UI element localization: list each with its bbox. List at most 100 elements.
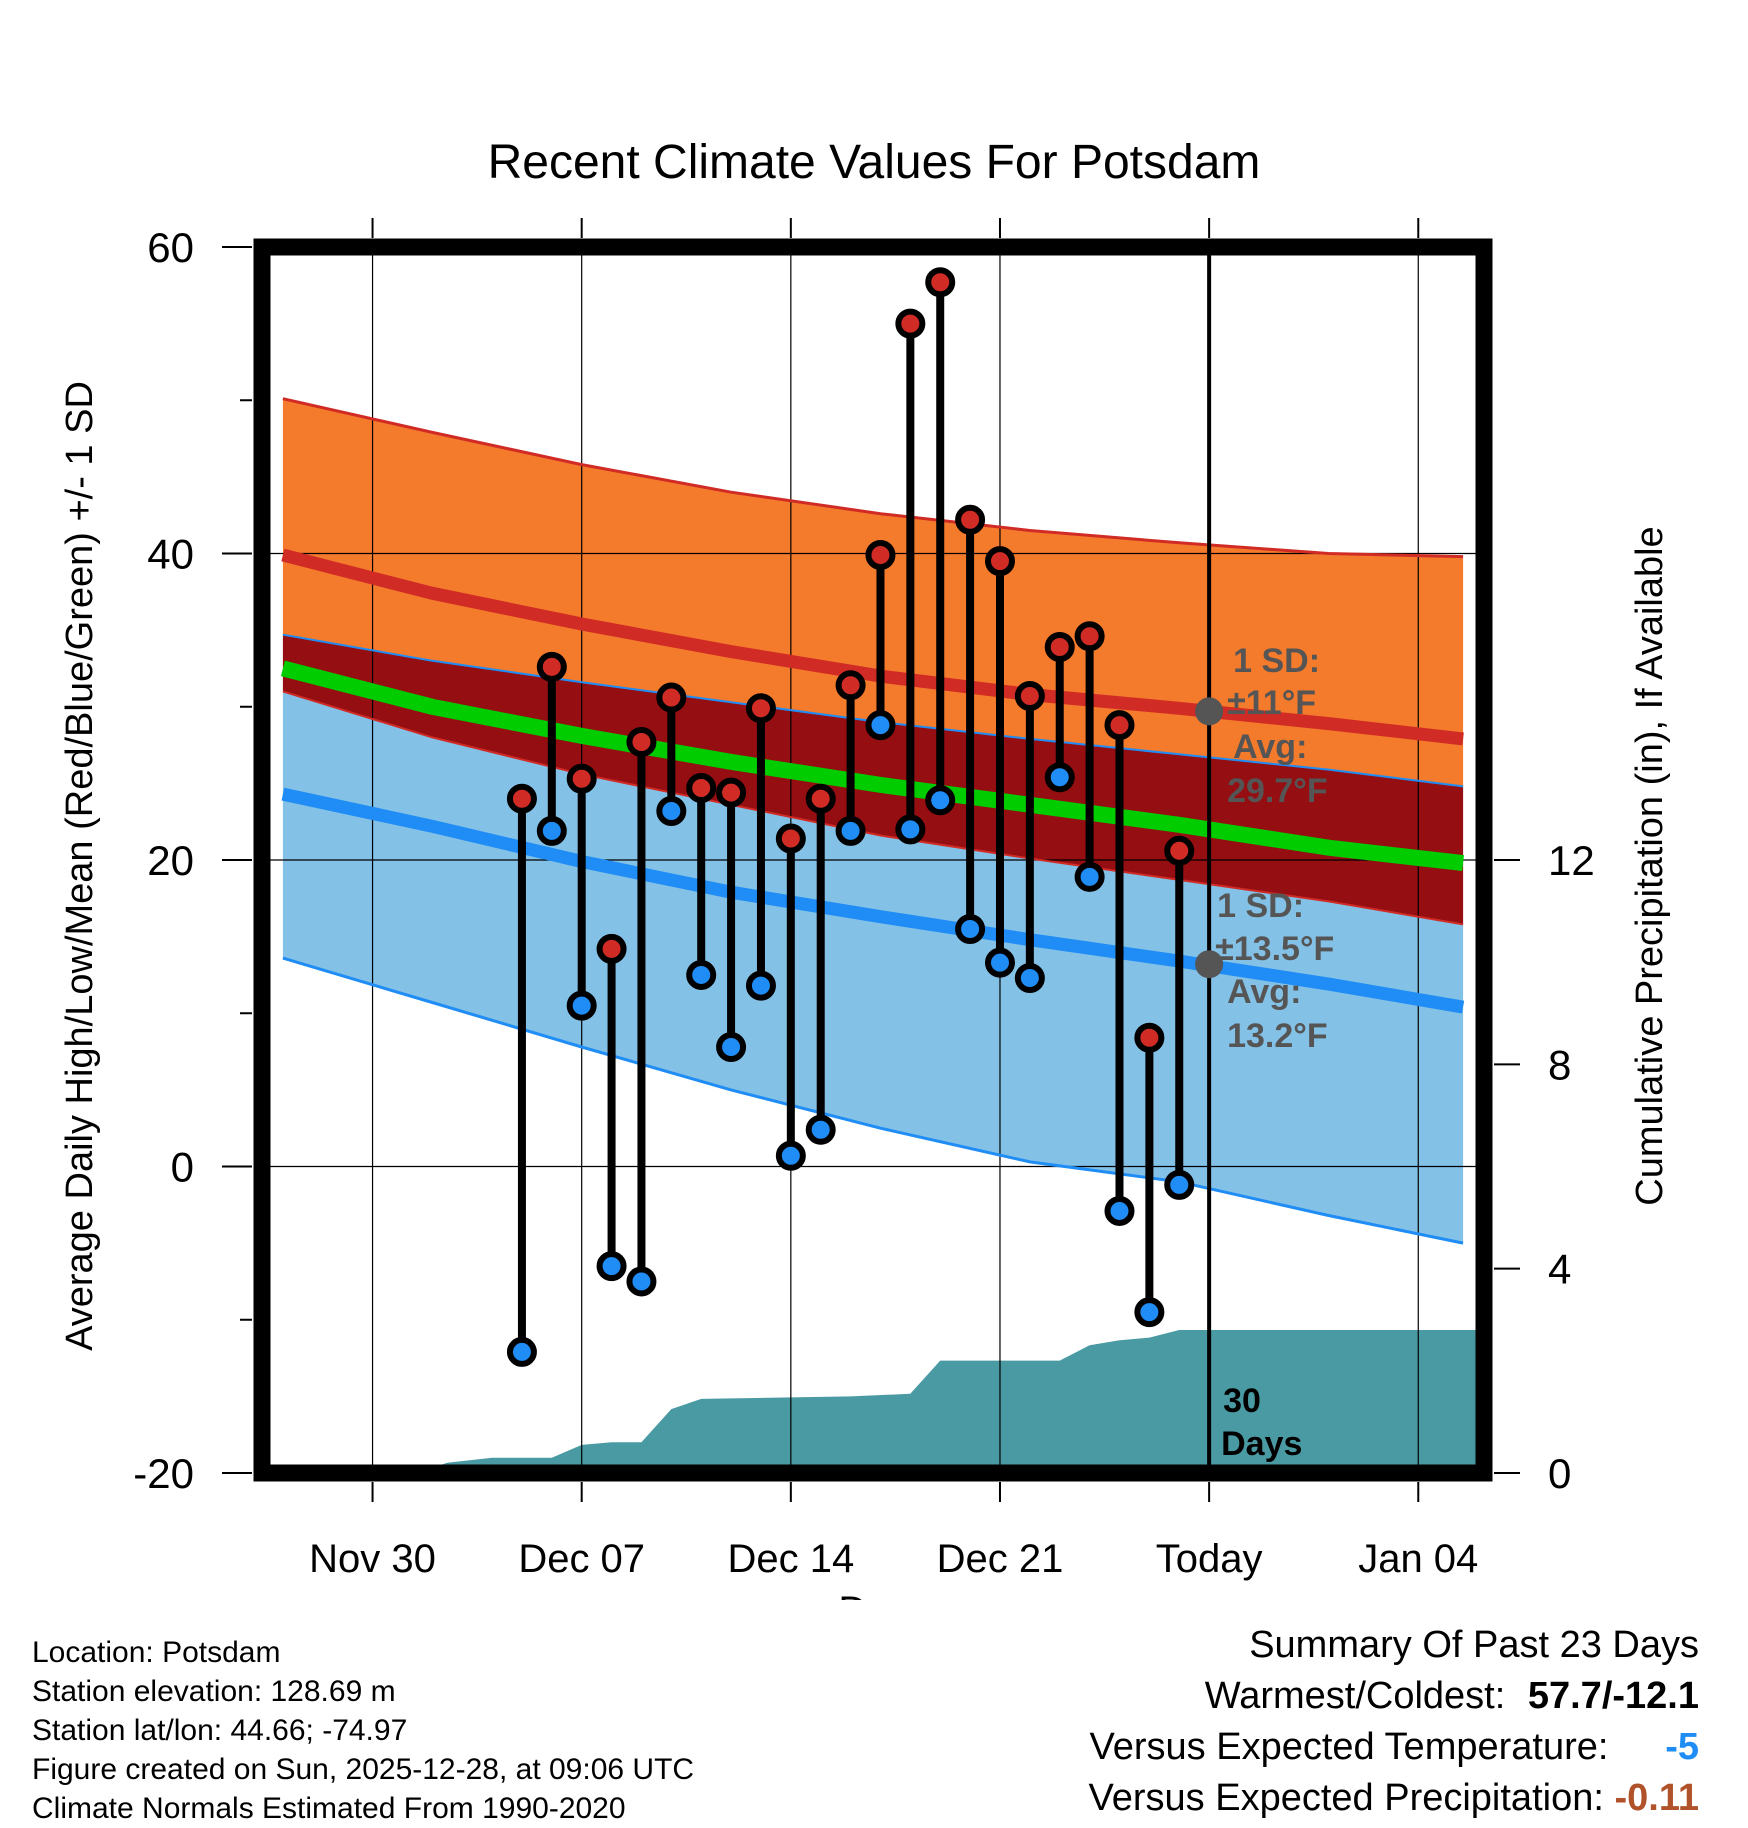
y2-tick-label: 12 [1548, 837, 1595, 884]
y-tick-label: -20 [133, 1450, 194, 1497]
y-tick-label: 20 [147, 837, 194, 884]
y2-tick-label: 0 [1548, 1450, 1571, 1497]
precip-departure-value: -0.11 [1614, 1777, 1699, 1819]
location-text: Location: Potsdam [32, 1636, 281, 1669]
high-avg-value: 29.7°F [1227, 772, 1328, 810]
daily-high-point [536, 651, 567, 682]
low-lower-edge [282, 956, 1464, 1245]
temp-departure-value: -5 [1665, 1726, 1699, 1768]
high-avg-marker [1195, 697, 1224, 726]
x-tick-label: Today [1156, 1537, 1263, 1581]
daily-low-point [775, 1140, 806, 1171]
plot-content: 1 SD: ±11°F Avg: 29.7°F 1 SD: ±13.5°F Avg: 13.2… [262, 247, 1484, 1473]
normal-low-line [281, 787, 1465, 1014]
high-upper-edge [282, 397, 1464, 559]
daily-low-point [805, 1114, 836, 1145]
plot-frame [253, 238, 1493, 1482]
low-sd-label: 1 SD: [1217, 887, 1304, 925]
daily-high-point [1074, 621, 1105, 652]
precip-area [262, 1330, 1484, 1473]
daily-low-point [1074, 861, 1105, 892]
summary-panel: Summary Of Past 23 Days Warmest/Coldest:… [1089, 1620, 1700, 1824]
daily-high-point [955, 504, 986, 535]
daily-high-point [984, 546, 1015, 577]
daily-high-point [596, 933, 627, 964]
daily-low-point [865, 710, 896, 741]
period-label-line2: Days [1221, 1425, 1302, 1463]
daily-low-point [835, 815, 866, 846]
y2-tick-label: 8 [1548, 1041, 1571, 1088]
daily-low-point [686, 959, 717, 990]
daily-low-point [955, 913, 986, 944]
daily-low-point [1014, 963, 1045, 994]
warm-cold-row: Warmest/Coldest: 57.7/-12.1 [1089, 1671, 1699, 1722]
daily-high-point [1014, 681, 1045, 712]
low-sd-value: ±13.5°F [1215, 930, 1334, 968]
daily-high-point [626, 726, 657, 757]
low-avg-label: Avg: [1227, 973, 1301, 1011]
daily-high-point [1044, 631, 1075, 662]
x-tick-label: Dec 14 [727, 1537, 854, 1581]
x-tick-label: Dec 21 [937, 1537, 1064, 1581]
x-tick-label: Dec 07 [518, 1537, 645, 1581]
y-tick-label: 40 [147, 531, 194, 578]
daily-high-point [686, 772, 717, 803]
high-sd-label: 1 SD: [1233, 642, 1320, 680]
daily-low-point [626, 1266, 657, 1297]
x-tick-label: Nov 30 [309, 1537, 436, 1581]
low-avg-marker [1195, 950, 1224, 979]
summary-title: Summary Of Past 23 Days [1249, 1624, 1699, 1666]
daily-high-point [566, 763, 597, 794]
chart-title: Recent Climate Values For Potsdam [488, 136, 1261, 189]
daily-low-point [984, 947, 1015, 978]
high-sd-band [282, 398, 1464, 787]
precip-departure-row: Versus Expected Precipitation: -0.11 [1089, 1773, 1700, 1824]
daily-high-point [716, 777, 747, 808]
warm-cold-value: 57.7/-12.1 [1527, 1675, 1699, 1717]
y2-tick-label: 4 [1548, 1246, 1571, 1293]
x-tick-label: Jan 04 [1358, 1537, 1478, 1581]
daily-high-point [835, 670, 866, 701]
daily-high-point [656, 682, 687, 713]
daily-high-point [1164, 835, 1195, 866]
low-upper-edge [282, 690, 1464, 926]
daily-low-point [506, 1336, 537, 1367]
period-label-line1: 30 [1223, 1382, 1261, 1420]
precip-departure-label: Versus Expected Precipitation: [1088, 1777, 1604, 1819]
daily-low-point [895, 814, 926, 845]
y-tick-label: 0 [171, 1144, 194, 1191]
high-avg-label: Avg: [1233, 728, 1307, 766]
daily-high-point [895, 308, 926, 339]
daily-low-point [1134, 1297, 1165, 1328]
warm-cold-label: Warmest/Coldest: [1204, 1675, 1506, 1717]
created-text: Figure created on Sun, 2025-12-28, at 09… [32, 1753, 695, 1786]
daily-high-point [1134, 1022, 1165, 1053]
daily-low-point [656, 795, 687, 826]
daily-high-point [506, 783, 537, 814]
y-axis-label: Average Daily High/Low/Mean (Red/Blue/Gr… [59, 381, 101, 1351]
low-avg-value: 13.2°F [1227, 1017, 1328, 1055]
station-info: Location: Potsdam Station elevation: 128… [32, 1633, 694, 1828]
elevation-text: Station elevation: 128.69 m [32, 1675, 396, 1708]
temp-departure-label: Versus Expected Temperature: [1089, 1726, 1609, 1768]
daily-low-point [596, 1251, 627, 1282]
y2-axis-label: Cumulative Precipitation (in), If Availa… [1629, 526, 1671, 1205]
daily-high-point [745, 693, 776, 724]
climate-chart: Recent Climate Values For Potsdam 1 SD: ±… [59, 136, 1671, 1600]
daily-low-point [566, 990, 597, 1021]
daily-high-point [805, 783, 836, 814]
daily-high-point [1104, 710, 1135, 741]
normal-mean-line [280, 660, 1465, 872]
y-tick-label: 60 [147, 224, 194, 271]
daily-low-point [1164, 1169, 1195, 1200]
x-axis-label: Day [838, 1589, 909, 1600]
daily-low-point [1104, 1195, 1135, 1226]
daily-low-point [745, 970, 776, 1001]
daily-high-point [925, 267, 956, 298]
daily-low-point [716, 1031, 747, 1062]
high-sd-value: ±11°F [1227, 684, 1316, 722]
latlon-text: Station lat/lon: 44.66; -74.97 [32, 1714, 408, 1747]
daily-high-point [865, 540, 896, 571]
daily-low-point [536, 815, 567, 846]
daily-high-point [775, 823, 806, 854]
